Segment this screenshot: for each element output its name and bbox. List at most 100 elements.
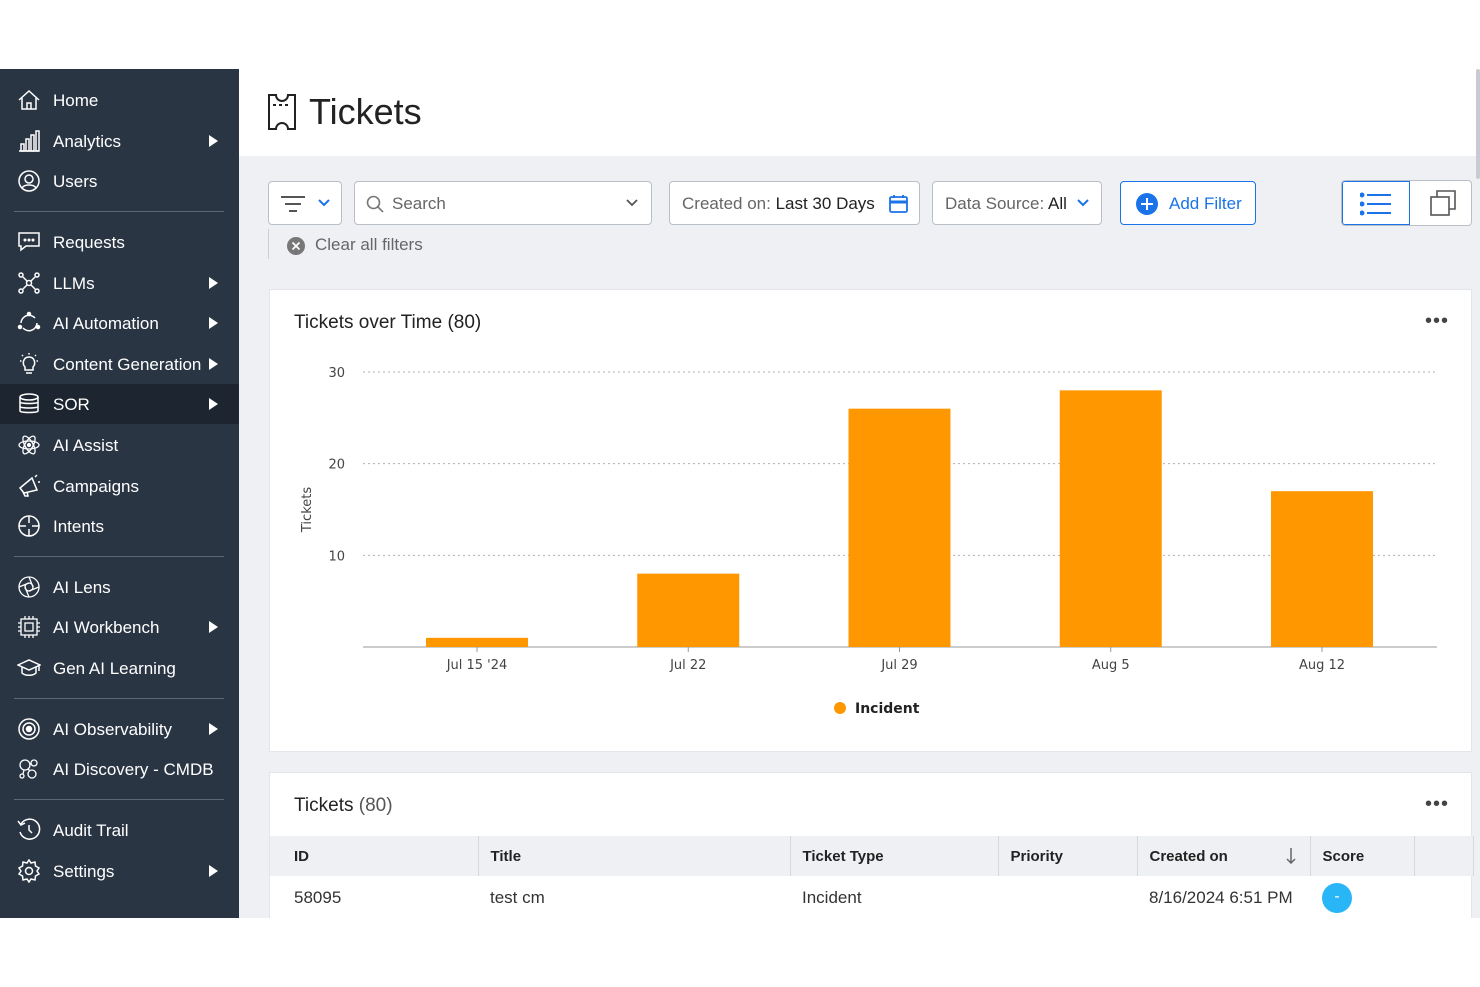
data-source-value: All <box>1048 194 1067 213</box>
column-header-title[interactable]: Title <box>478 836 791 876</box>
cell-id: 58095 <box>294 888 342 907</box>
page-title: Tickets <box>309 91 422 132</box>
scrollbar[interactable] <box>1476 69 1480 179</box>
sidebar-item-gen-ai-learning[interactable]: Gen AI Learning <box>0 648 239 688</box>
home-icon <box>18 89 40 110</box>
sidebar-divider <box>14 799 224 800</box>
filter-lines-icon <box>281 196 305 212</box>
sidebar-item-ai-assist[interactable]: AI Assist <box>0 425 239 465</box>
column-header-id[interactable]: ID <box>270 836 479 876</box>
sidebar-item-label: AI Lens <box>53 578 111 597</box>
copy-icon <box>1430 190 1456 216</box>
sidebar-item-ai-observability[interactable]: AI Observability <box>0 709 239 749</box>
sidebar-item-settings[interactable]: Settings <box>0 851 239 891</box>
user-icon <box>18 170 40 192</box>
chevron-right-icon <box>209 135 218 147</box>
sidebar-item-requests[interactable]: Requests <box>0 222 239 262</box>
sidebar-item-audit-trail[interactable]: Audit Trail <box>0 810 239 850</box>
cell-created-on: 8/16/2024 6:51 PM <box>1149 888 1293 907</box>
sidebar: Home Analytics Users Requests LLMs AI Au… <box>0 69 239 918</box>
sidebar-item-llms[interactable]: LLMs <box>0 263 239 303</box>
list-icon <box>1360 192 1391 216</box>
sidebar-item-content-generation[interactable]: Content Generation <box>0 344 239 384</box>
column-header-priority[interactable]: Priority <box>998 836 1138 876</box>
chat-icon <box>18 232 40 252</box>
more-options-icon[interactable]: ••• <box>1424 793 1449 815</box>
cell-priority <box>998 876 1137 918</box>
sidebar-item-users[interactable]: Users <box>0 161 239 201</box>
y-tick-label: 10 <box>328 549 345 564</box>
sidebar-item-intents[interactable]: Intents <box>0 506 239 546</box>
sidebar-item-label: AI Discovery - CMDB <box>53 760 214 779</box>
plus-circle-icon <box>1136 193 1158 215</box>
clear-circle-icon[interactable] <box>287 237 305 255</box>
tickets-chart-card: Tickets over Time (80) ••• 10 20 30 Tickets… <box>269 289 1472 752</box>
x-tick-label: Jul 15 '24 <box>446 658 508 673</box>
column-header-ticket-type[interactable]: Ticket Type <box>790 836 999 876</box>
column-header-score[interactable]: Score <box>1310 836 1415 876</box>
y-tick-label: 30 <box>328 366 345 381</box>
cell-spacer <box>1414 876 1473 918</box>
chevron-right-icon <box>209 723 218 735</box>
bar <box>848 408 951 647</box>
bar <box>637 573 740 647</box>
sidebar-item-label: Settings <box>53 862 115 881</box>
card-view-button[interactable] <box>1410 181 1471 225</box>
sidebar-item-campaigns[interactable]: Campaigns <box>0 466 239 506</box>
y-tick-label: 20 <box>328 458 345 473</box>
created-on-value: Last 30 Days <box>775 194 875 213</box>
sidebar-item-home[interactable]: Home <box>0 80 239 120</box>
filter-divider <box>268 229 269 259</box>
sidebar-item-label: AI Workbench <box>53 618 160 637</box>
sidebar-item-label: LLMs <box>53 274 95 293</box>
clear-all-filters-link[interactable]: Clear all filters <box>315 235 423 254</box>
sidebar-item-label: Gen AI Learning <box>53 659 176 678</box>
created-on-filter[interactable]: Created on: Last 30 Days <box>669 181 920 225</box>
filter-menu-button[interactable] <box>268 181 342 225</box>
automation-icon <box>17 311 41 332</box>
sidebar-item-label: Content Generation <box>53 355 202 374</box>
sidebar-item-ai-workbench[interactable]: AI Workbench <box>0 607 239 647</box>
data-source-filter[interactable]: Data Source: All <box>932 181 1102 225</box>
sidebar-item-ai-automation[interactable]: AI Automation <box>0 303 239 343</box>
sidebar-item-ai-lens[interactable]: AI Lens <box>0 567 239 607</box>
x-tick-label: Aug 12 <box>1299 658 1345 673</box>
add-filter-label: Add Filter <box>1169 194 1242 213</box>
sidebar-divider <box>14 211 224 212</box>
chevron-down-icon <box>626 199 638 207</box>
bar <box>1271 491 1373 647</box>
chart-card-title: Tickets over Time (80) <box>294 312 482 333</box>
bar <box>1059 390 1162 647</box>
calendar-icon <box>889 195 908 213</box>
table-row[interactable]: 58095 test cm Incident 8/16/2024 6:51 PM… <box>270 876 1473 918</box>
tickets-table: ID Title Ticket Type Priority Created on… <box>270 836 1474 918</box>
cell-title: test cm <box>490 888 545 907</box>
discovery-icon <box>19 759 38 779</box>
search-placeholder: Search <box>392 194 446 213</box>
chip-icon <box>18 616 40 638</box>
tickets-bar-chart: 10 20 30 Tickets Jul 15 '24 Jul 22 Jul 29 Aug 5… <box>300 366 1437 717</box>
sidebar-item-label: SOR <box>53 395 90 414</box>
cell-ticket-type: Incident <box>802 888 862 907</box>
legend-label: Incident <box>855 701 920 717</box>
sidebar-item-label: Home <box>53 91 99 110</box>
sort-down-icon[interactable] <box>1285 848 1296 864</box>
list-view-button[interactable] <box>1342 181 1410 225</box>
column-header-created-on[interactable]: Created on <box>1137 836 1311 876</box>
add-filter-button[interactable]: Add Filter <box>1120 181 1256 225</box>
sidebar-item-ai-discovery-cmdb[interactable]: AI Discovery - CMDB <box>0 749 239 789</box>
tickets-card-count: (80) <box>358 795 393 816</box>
sidebar-divider <box>14 556 224 557</box>
database-icon <box>19 393 39 414</box>
bar <box>426 637 528 647</box>
main-content: Tickets Search Created on: Last 30 Days … <box>239 69 1480 918</box>
bar-chart-icon <box>19 130 40 152</box>
tickets-table-card: Tickets (80) ••• ID Title Ticket Type Pr… <box>269 772 1474 918</box>
sidebar-item-sor[interactable]: SOR <box>0 384 239 424</box>
more-options-icon[interactable]: ••• <box>1424 310 1449 332</box>
search-input[interactable]: Search <box>354 181 652 225</box>
created-on-header-label: Created on <box>1149 847 1228 865</box>
sidebar-divider <box>14 698 224 699</box>
target-icon <box>18 718 40 740</box>
sidebar-item-analytics[interactable]: Analytics <box>0 121 239 161</box>
